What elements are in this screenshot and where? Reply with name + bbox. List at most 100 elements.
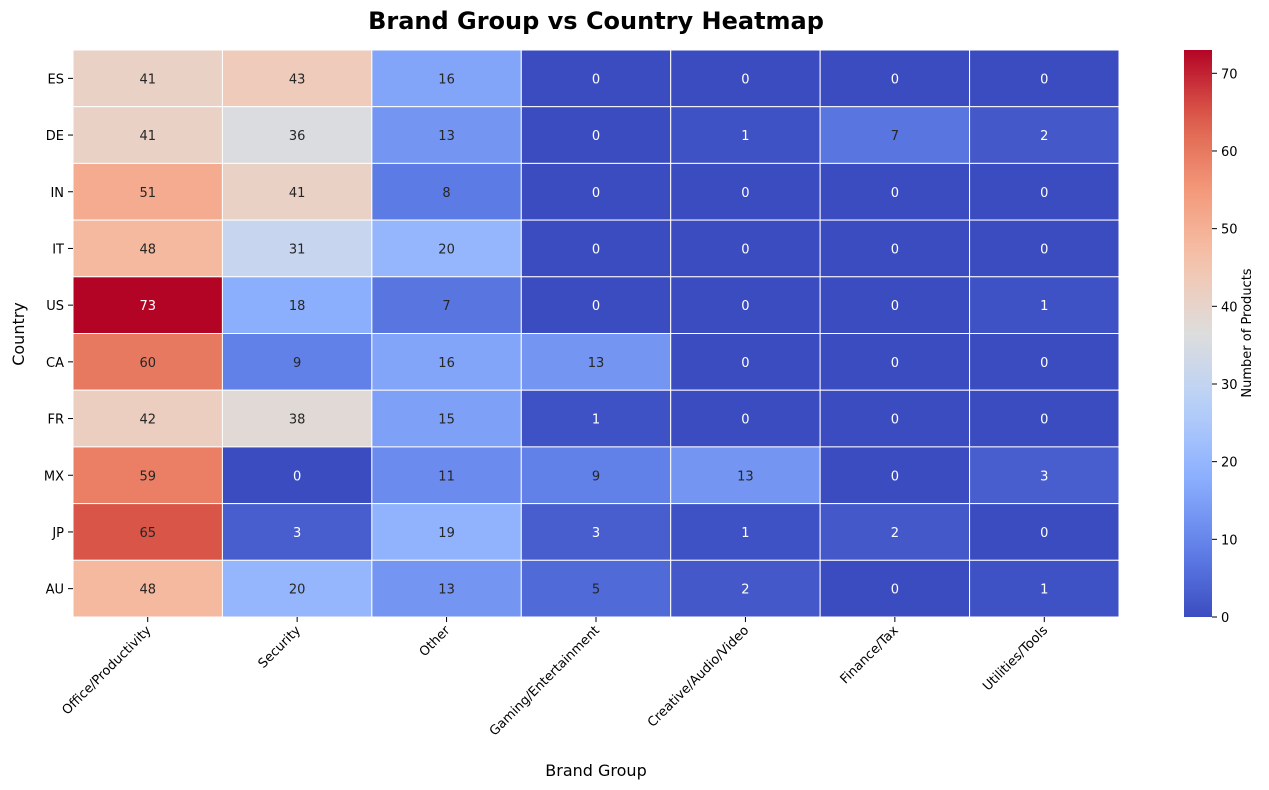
cell-value-label: 41 [139,129,156,144]
cell-value-label: 65 [139,526,156,541]
colorbar [1184,50,1212,617]
cell-value-label: 0 [891,583,899,598]
cell-value-label: 1 [1040,583,1048,598]
cell-value-label: 0 [1040,356,1048,371]
x-tick-labels: Office/Productivity Security Other Gaming/E… [60,617,1051,739]
cell-value-label: 9 [592,469,600,484]
heatmap-cell [371,162,522,221]
heatmap-cell [969,276,1120,334]
heatmap-cell [969,219,1120,278]
heatmap-cell [670,559,821,618]
cell-value-label: 0 [1040,186,1048,201]
heatmap-cell [819,219,971,278]
cell-value-label: 7 [891,129,899,144]
cell-value-label: 11 [438,469,455,484]
y-tick-label: ES [48,72,64,87]
heatmap-cell [72,49,223,108]
cell-value-label: 20 [438,242,455,257]
cell-value-label: 0 [1040,413,1048,428]
heatmap-cell [819,559,971,618]
heatmap-cell [72,389,223,448]
cell-value-label: 0 [741,242,749,257]
heatmap-cell [969,446,1120,505]
cell-value-label: 0 [891,186,899,201]
cell-value-label: 1 [741,526,749,541]
cell-value-label: 0 [741,72,749,87]
heatmap-cell [371,49,522,108]
cell-value-label: 48 [139,242,156,257]
heatmap-cell [520,389,672,448]
heatmap-cell [819,106,971,164]
heatmap-cell [221,333,373,391]
cell-value-label: 16 [438,356,455,371]
colorbar-tick-label: 50 [1221,223,1238,238]
chart-title: Brand Group vs Country Heatmap [368,7,824,35]
x-tick-label: Gaming/Entertainment [487,623,603,739]
cell-value-label: 13 [438,129,455,144]
cell-value-label: 41 [289,186,306,201]
heatmap-cell [520,219,672,278]
heatmap-cell [520,162,672,221]
cell-value-label: 2 [891,526,899,541]
cell-value-label: 0 [741,186,749,201]
heatmap-cells: 41 43 16 0 0 0 041 36 13 0 1 7 251 41 8 0 0 0 048 31 20 0 0 0 07… [72,49,1120,618]
heatmap-cell [969,106,1120,164]
cell-value-label: 1 [741,129,749,144]
heatmap-cell [520,559,672,618]
y-tick-label: US [46,299,64,314]
cell-value-label: 16 [438,72,455,87]
heatmap-cell [221,49,373,108]
colorbar-label: Number of Products [1240,268,1255,397]
cell-value-label: 0 [891,469,899,484]
cell-value-label: 59 [139,469,156,484]
heatmap-cell [819,389,971,448]
cell-value-label: 18 [289,299,306,314]
heatmap-cell [72,446,223,505]
cell-value-label: 0 [891,413,899,428]
x-tick-label: Security [256,623,305,672]
cell-value-label: 2 [741,583,749,598]
heatmap-cell [221,162,373,221]
cell-value-label: 0 [1040,526,1048,541]
x-tick-label: Finance/Tax [838,623,902,687]
heatmap-cell [221,446,373,505]
cell-value-label: 9 [293,356,301,371]
cell-value-label: 73 [139,299,156,314]
x-tick-label: Office/Productivity [60,623,155,718]
heatmap-cell [819,49,971,108]
y-tick-label: AU [46,583,64,598]
heatmap-cell [520,333,672,391]
cell-value-label: 38 [289,413,306,428]
heatmap-cell [670,49,821,108]
heatmap-cell [670,106,821,164]
cell-value-label: 0 [741,356,749,371]
y-tick-label: CA [46,356,64,371]
cell-value-label: 0 [1040,242,1048,257]
cell-value-label: 41 [139,72,156,87]
colorbar-tick-label: 60 [1221,145,1238,160]
y-tick-label: MX [44,469,64,484]
cell-value-label: 0 [891,356,899,371]
cell-value-label: 0 [592,129,600,144]
cell-value-label: 0 [293,469,301,484]
cell-value-label: 36 [289,129,306,144]
cell-value-label: 43 [289,72,306,87]
heatmap-cell [72,276,223,334]
colorbar-tick-label: 20 [1221,456,1238,471]
heatmap-cell [670,162,821,221]
heatmap-cell [819,162,971,221]
heatmap-cell [670,333,821,391]
heatmap-cell [819,446,971,505]
y-tick-label: FR [47,413,64,428]
colorbar-tick-label: 70 [1221,67,1238,82]
heatmap-cell [520,49,672,108]
cell-value-label: 0 [741,413,749,428]
heatmap-cell [72,219,223,278]
cell-value-label: 0 [592,299,600,314]
cell-value-label: 19 [438,526,455,541]
cell-value-label: 1 [1040,299,1048,314]
colorbar-tick-label: 40 [1221,300,1238,315]
heatmap-cell [969,333,1120,391]
cell-value-label: 20 [289,583,306,598]
cell-value-label: 15 [438,413,455,428]
